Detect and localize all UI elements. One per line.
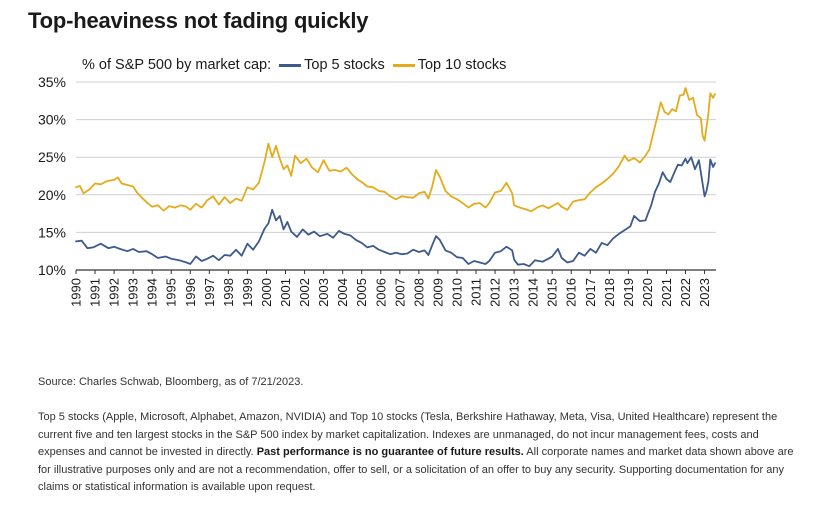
y-tick-label: 30% (38, 112, 66, 128)
grid-lines (76, 81, 716, 271)
chart-title: Top-heaviness not fading quickly (28, 8, 369, 33)
x-tick-label: 2016 (564, 278, 579, 307)
y-axis-ticks: 10% 15% 20% 25% 30% 35% (38, 74, 66, 278)
y-tick-label: 15% (38, 224, 66, 240)
x-tick-label: 1991 (88, 278, 103, 307)
legend-prefix: % of S&P 500 by market cap: (82, 57, 272, 73)
y-tick-label: 25% (38, 149, 66, 165)
legend-swatch-top10 (392, 63, 415, 67)
x-tick-label: 2017 (583, 278, 598, 307)
disclaimer-text-1: Top 5 stocks (Apple, Microsoft, Alphabet… (38, 411, 778, 458)
series-lines (75, 87, 716, 268)
x-tick-label: 2008 (411, 278, 426, 307)
x-tick-label: 1998 (221, 278, 236, 307)
x-tick-label: 1992 (107, 278, 122, 307)
y-tick-label: 20% (38, 187, 66, 203)
x-tick-label: 2005 (354, 278, 369, 307)
disclaimer: Top 5 stocks (Apple, Microsoft, Alphabet… (38, 409, 808, 497)
source-note: Source: Charles Schwab, Bloomberg, as of… (38, 376, 304, 388)
x-tick-label: 1996 (183, 278, 198, 307)
x-tick-label: 2021 (659, 278, 674, 307)
legend-swatch-top5 (279, 63, 302, 67)
x-tick-label: 2007 (392, 278, 407, 307)
x-tick-label: 2003 (316, 278, 331, 307)
x-axis-ticks: 1990 1991 1992 1993 1994 1995 1996 1997 1998 1999… (69, 270, 712, 307)
x-tick-label: 1997 (202, 278, 217, 307)
x-tick-label: 2012 (488, 278, 503, 307)
disclaimer-text-2: All corporate names and market data show… (38, 446, 794, 493)
legend: % of S&P 500 by market cap: Top 5 stocks… (82, 57, 506, 73)
x-tick-label: 2023 (697, 278, 712, 307)
disclaimer-bold: Past performance is no guarantee of futu… (256, 446, 524, 458)
y-tick-label: 35% (38, 74, 66, 90)
x-tick-label: 2018 (602, 278, 617, 307)
x-tick-label: 2000 (259, 278, 274, 307)
x-tick-label: 2013 (507, 278, 522, 307)
x-tick-label: 1994 (145, 278, 160, 307)
x-tick-label: 2020 (640, 278, 655, 307)
x-tick-label: 2006 (373, 278, 388, 307)
x-tick-label: 2019 (621, 278, 636, 307)
x-tick-label: 2001 (278, 278, 293, 307)
x-tick-label: 1999 (240, 278, 255, 307)
x-tick-label: 1995 (164, 278, 179, 307)
y-tick-label: 10% (38, 262, 66, 278)
x-tick-label: 2011 (469, 278, 484, 306)
x-tick-label: 1993 (126, 278, 141, 307)
series-line-top5 (75, 156, 716, 268)
x-tick-label: 2015 (545, 278, 560, 307)
legend-label-top10: Top 10 stocks (417, 57, 507, 73)
x-tick-label: 2014 (526, 278, 541, 307)
x-tick-label: 2009 (430, 278, 445, 307)
series-line-top10 (75, 87, 716, 213)
x-tick-label: 2002 (297, 278, 312, 307)
x-tick-label: 2010 (449, 278, 464, 307)
x-tick-label: 1990 (69, 278, 84, 307)
legend-label-top5: Top 5 stocks (304, 57, 385, 73)
x-tick-label: 2022 (678, 278, 693, 307)
x-tick-label: 2004 (335, 278, 350, 307)
